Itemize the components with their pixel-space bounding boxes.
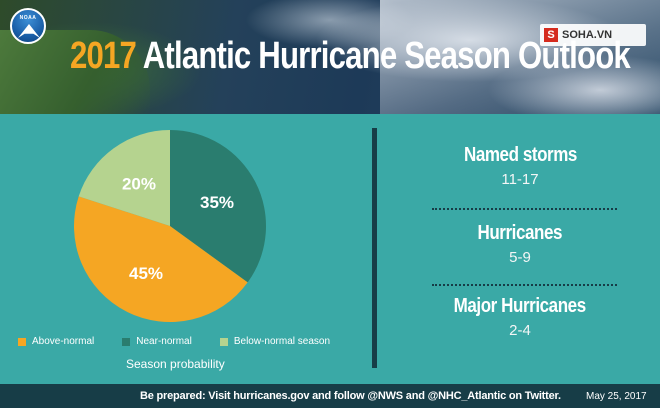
season-probability-caption: Season probability — [126, 357, 225, 371]
pie-slice-above — [73, 196, 248, 322]
chart-legend: Above-normal Near-normal Below-normal se… — [18, 336, 358, 347]
legend-item-below: Below-normal season — [219, 336, 331, 347]
stat-major-hurricanes: Major Hurricanes 2-4 — [420, 295, 620, 339]
title-rest: Atlantic Hurricane Season Outlook — [142, 35, 631, 77]
legend-swatch-below — [219, 337, 228, 346]
stat-value-major-hurricanes: 2-4 — [509, 322, 531, 339]
pie-chart: 35% 45% 20% — [73, 130, 266, 322]
watermark-badge: S SOHA.VN — [540, 24, 646, 46]
bird-icon — [18, 24, 40, 38]
stat-label-major-hurricanes: Major Hurricanes — [453, 295, 587, 317]
land-area — [0, 30, 150, 114]
stat-label-hurricanes: Hurricanes — [477, 222, 563, 244]
legend-label-above: Above-normal — [32, 336, 95, 347]
legend-swatch-above — [18, 337, 26, 346]
watermark-mark: S — [544, 28, 558, 42]
stat-value-named-storms: 11-17 — [501, 171, 539, 188]
pie-slice-below — [78, 130, 170, 226]
legend-item-above: Above-normal — [18, 336, 94, 347]
stat-hurricanes: Hurricanes 5-9 — [420, 222, 620, 266]
footer-date: May 25, 2017 — [586, 391, 647, 402]
legend-item-near: Near-normal — [122, 336, 192, 347]
pie-slice-near — [170, 130, 266, 283]
stat-value-hurricanes: 5-9 — [509, 249, 531, 266]
legend-swatch-near — [122, 337, 131, 346]
cloud-area — [380, 0, 660, 114]
legend-label-below: Below-normal season — [233, 336, 331, 347]
header-banner — [0, 0, 660, 114]
legend-label-near: Near-normal — [136, 336, 192, 347]
stat-label-named-storms: Named storms — [463, 144, 577, 166]
footer-bar: Be prepared: Visit hurricanes.gov and fo… — [0, 384, 660, 408]
stat-separator-2 — [432, 284, 617, 286]
pie-label-above: 45% — [129, 264, 163, 283]
title-year: 2017 — [70, 35, 137, 77]
stat-named-storms: Named storms 11-17 — [420, 144, 620, 188]
page-title: 2017 Atlantic Hurricane Season Outlook — [70, 35, 631, 83]
noaa-logo: NOAA — [10, 8, 46, 44]
vertical-divider — [372, 128, 377, 368]
logo-text: NOAA — [19, 15, 37, 21]
pie-label-below: 20% — [122, 174, 156, 193]
stat-separator-1 — [432, 208, 617, 210]
pie-label-near: 35% — [200, 193, 234, 212]
footer-message: Be prepared: Visit hurricanes.gov and fo… — [140, 390, 561, 402]
watermark-text: SOHA.VN — [562, 29, 613, 41]
